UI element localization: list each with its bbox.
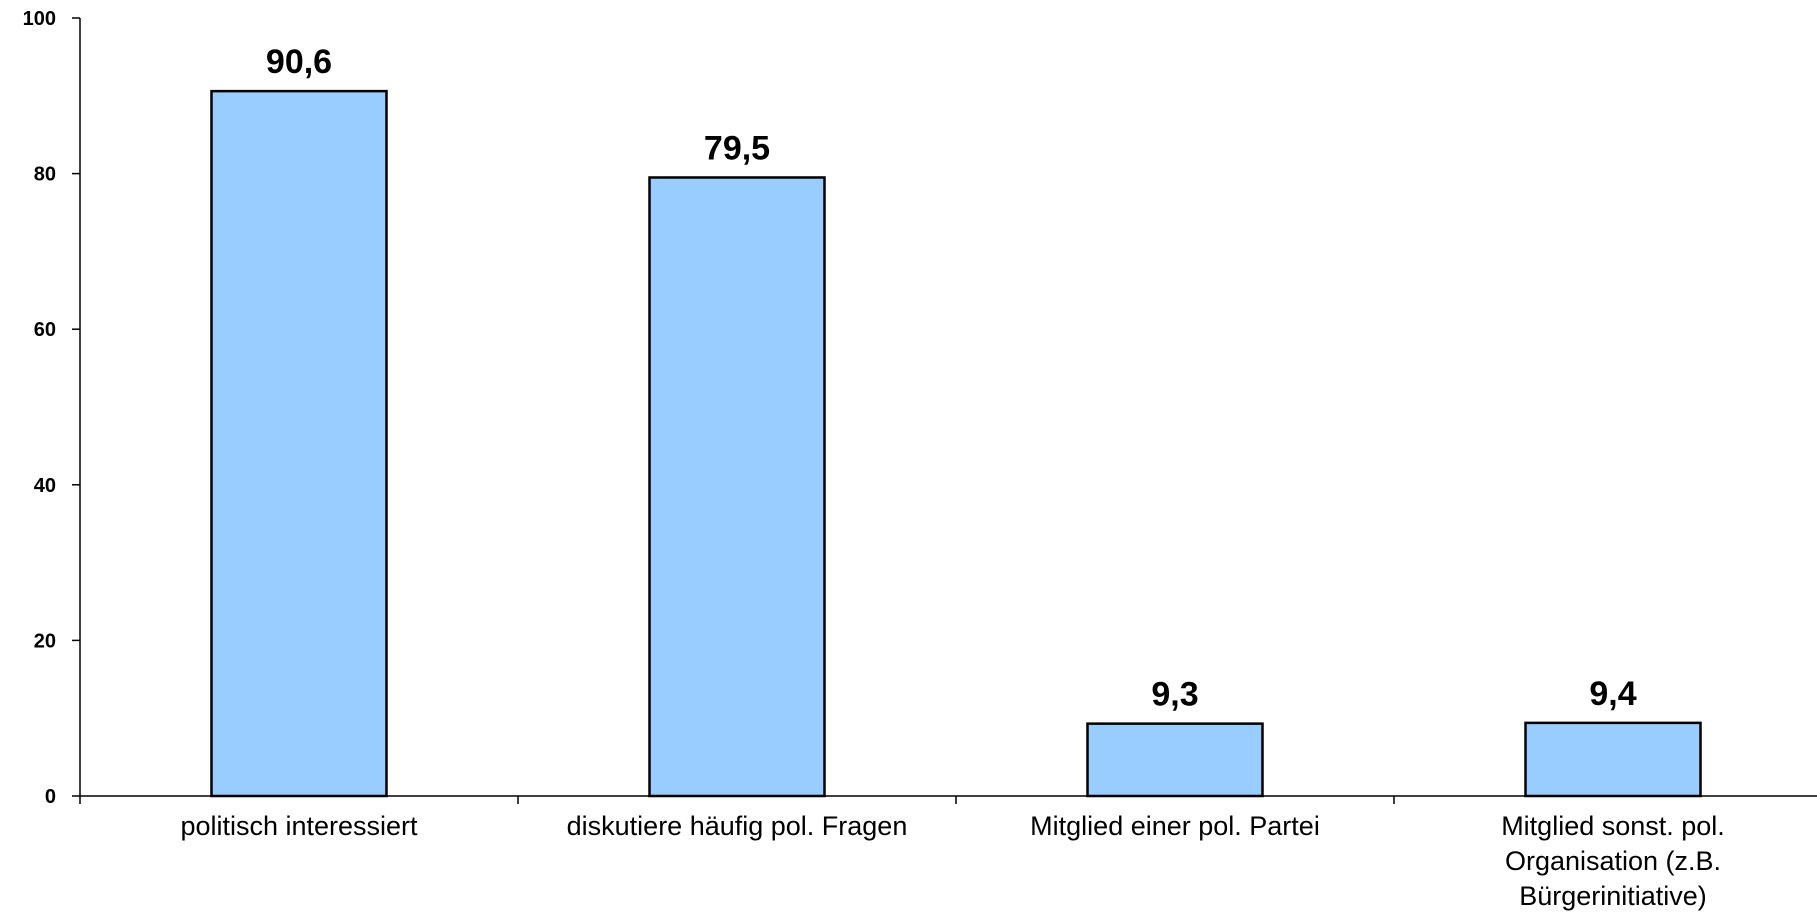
- value-labels: 90,6 79,5 9,3 9,4: [266, 43, 1637, 714]
- y-tick-label: 60: [34, 319, 56, 341]
- y-axis-ticks: 0 20 40 60 80 100: [23, 8, 80, 808]
- data-label: 90,6: [266, 43, 332, 81]
- data-label: 79,5: [704, 129, 770, 167]
- bar: [1086, 722, 1264, 798]
- x-axis-ticks: [79, 796, 1395, 804]
- bar: [648, 176, 826, 798]
- y-tick-label: 20: [34, 630, 56, 652]
- data-label: 9,3: [1151, 676, 1198, 714]
- data-label: 9,4: [1589, 675, 1636, 713]
- category-label: Mitglied einer pol. Partei: [1030, 811, 1320, 841]
- category-label: diskutiere häufig pol. Fragen: [567, 811, 908, 841]
- category-labels: politisch interessiert diskutiere häufig …: [180, 811, 1724, 911]
- y-tick-label: 40: [34, 475, 56, 497]
- bar: [1524, 721, 1702, 798]
- bar: [210, 89, 388, 798]
- category-label: politisch interessiert: [180, 811, 418, 841]
- y-tick-label: 0: [45, 786, 56, 808]
- y-tick-label: 80: [34, 164, 56, 186]
- y-tick-label: 100: [23, 8, 56, 30]
- bars: [210, 89, 1702, 798]
- category-label: Mitglied sonst. pol. Organisation (z.B. Bü…: [1501, 811, 1725, 911]
